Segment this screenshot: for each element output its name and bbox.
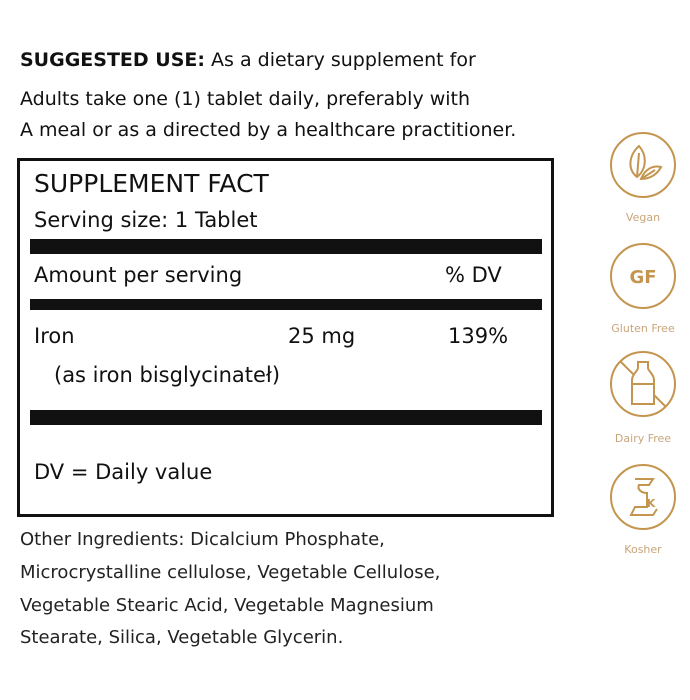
suggested-use-text: As a dietary supplement for	[211, 49, 476, 71]
kosher-icon: K	[610, 464, 676, 530]
nutrient-amount: 25 mg	[288, 324, 356, 348]
no-milk-bottle-icon	[610, 351, 676, 417]
divider-thick	[30, 299, 542, 310]
kosher-glyph: K	[647, 497, 656, 510]
suggested-use-heading: SUGGESTED USE:	[20, 49, 205, 71]
amount-header: Amount per serving	[34, 263, 243, 287]
suggested-use-line-3: A meal or as a directed by a healthcare …	[20, 119, 517, 141]
facts-title: SUPPLEMENT FACT	[34, 169, 269, 198]
badge-label: Dairy Free	[614, 432, 672, 445]
other-ingredients-line: Vegetable Stearic Acid, Vegetable Magnes…	[20, 595, 434, 616]
badge-label: Vegan	[625, 211, 661, 224]
nutrient-dv: 139%	[448, 324, 509, 348]
suggested-use-line-2: Adults take one (1) tablet daily, prefer…	[20, 88, 471, 110]
suggested-use-line-1: SUGGESTED USE: As a dietary supplement f…	[20, 50, 476, 70]
gf-glyph: GF	[629, 267, 656, 288]
dv-header: % DV	[445, 263, 502, 287]
badge-label: Kosher	[624, 543, 662, 556]
dv-footnote: DV = Daily value	[34, 460, 213, 484]
other-ingredients-line: Other Ingredients: Dicalcium Phosphate,	[20, 529, 385, 550]
divider-thick	[30, 410, 542, 425]
supplement-facts-panel: SUPPLEMENT FACT Serving size: 1 Tablet A…	[17, 158, 554, 517]
serving-size: Serving size: 1 Tablet	[34, 208, 258, 232]
gf-icon: GF	[610, 243, 676, 309]
divider-thick	[30, 239, 542, 254]
nutrient-name: Iron	[34, 324, 75, 348]
leaf-icon	[610, 132, 676, 198]
badge-label: Gluten Free	[611, 322, 675, 335]
nutrient-source: (as iron bisglycinateł)	[54, 363, 281, 387]
other-ingredients-line: Microcrystalline cellulose, Vegetable Ce…	[20, 562, 441, 583]
other-ingredients-line: Stearate, Silica, Vegetable Glycerin.	[20, 627, 344, 648]
